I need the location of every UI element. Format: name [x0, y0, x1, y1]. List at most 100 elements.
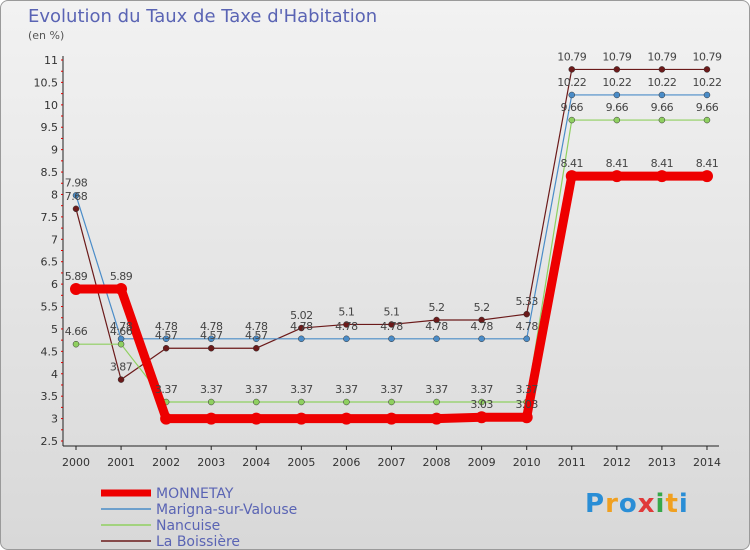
series-line-1 — [75, 94, 708, 340]
y-tick-label: 2.5 — [41, 435, 59, 448]
data-label: 4.78 — [425, 320, 448, 333]
y-tick-label: 4 — [51, 368, 58, 381]
data-point — [568, 116, 576, 124]
data-point — [253, 335, 260, 343]
data-label: 5.33 — [515, 295, 538, 308]
data-label: 10.22 — [647, 76, 676, 89]
data-label: 5.2 — [429, 301, 445, 314]
logo-letter: x — [637, 489, 656, 519]
data-point — [568, 91, 576, 99]
data-point — [298, 398, 305, 406]
data-label: 5.1 — [338, 305, 354, 318]
x-tick-label: 2011 — [558, 456, 586, 469]
data-label: 8.41 — [651, 157, 674, 170]
data-label: 10.22 — [557, 76, 586, 89]
legend-label: Nancuise — [156, 518, 220, 534]
data-point — [207, 335, 215, 343]
x-tick-label: 2008 — [423, 456, 451, 469]
data-label: 3.37 — [380, 383, 403, 396]
data-point — [475, 411, 488, 424]
data-label: 4.78 — [245, 320, 268, 333]
data-label: 4.57 — [200, 329, 223, 342]
data-label: 9.66 — [696, 101, 719, 114]
data-point — [655, 170, 668, 183]
chart-title: Evolution du Taux de Taxe d'Habitation — [28, 6, 378, 27]
data-label: 3.37 — [200, 383, 223, 396]
data-point — [520, 411, 533, 424]
data-point — [478, 398, 485, 406]
data-label: 9.66 — [606, 101, 629, 114]
data-point — [207, 344, 215, 352]
data-label: 3.03 — [515, 398, 538, 411]
data-label: 3.37 — [425, 383, 448, 396]
data-point — [478, 335, 485, 343]
data-point — [613, 91, 621, 99]
data-point — [205, 412, 218, 425]
data-point — [72, 340, 80, 348]
data-point — [343, 398, 350, 406]
data-label: 4.66 — [65, 325, 88, 338]
data-label: 4.78 — [200, 320, 223, 333]
data-point — [703, 91, 711, 99]
data-point — [162, 335, 170, 343]
data-point — [703, 66, 711, 73]
data-label: 5.02 — [290, 309, 313, 322]
data-label: 7.68 — [65, 190, 88, 203]
data-label: 9.66 — [651, 101, 674, 114]
data-label: 4.78 — [155, 320, 178, 333]
data-label: 3.37 — [335, 383, 358, 396]
data-point — [610, 170, 623, 183]
data-label: 7.98 — [65, 176, 88, 189]
x-tick-label: 2003 — [197, 456, 225, 469]
data-point — [388, 398, 395, 406]
data-point — [253, 398, 260, 406]
data-point — [613, 66, 621, 73]
data-point — [523, 310, 530, 318]
x-tick-label: 2013 — [648, 456, 676, 469]
data-label: 3.37 — [245, 383, 268, 396]
data-label: 4.78 — [380, 320, 403, 333]
logo-letter: i — [678, 489, 689, 519]
data-point — [700, 170, 713, 183]
data-point — [658, 116, 666, 124]
data-point — [253, 344, 260, 352]
data-point — [117, 340, 125, 348]
data-point — [658, 91, 666, 99]
data-point — [430, 412, 443, 425]
data-point — [160, 412, 173, 425]
legend-label: La Boissière — [156, 534, 240, 550]
data-point — [385, 412, 398, 425]
data-point — [433, 398, 440, 406]
data-point — [478, 316, 485, 324]
data-point — [523, 335, 530, 343]
data-point — [298, 324, 305, 332]
x-tick-label: 2006 — [332, 456, 360, 469]
data-label: 4.78 — [335, 320, 358, 333]
logo-letter: o — [618, 489, 638, 519]
data-label: 8.41 — [696, 157, 719, 170]
data-label: 10.79 — [692, 50, 721, 63]
data-point — [703, 116, 711, 124]
data-label: 8.41 — [561, 157, 584, 170]
data-label: 10.79 — [647, 50, 676, 63]
data-label: 3.87 — [110, 361, 133, 374]
y-tick-label: 7.5 — [41, 211, 59, 224]
data-point — [568, 66, 576, 73]
y-tick-label: 3 — [51, 413, 58, 426]
x-tick-label: 2000 — [62, 456, 90, 469]
data-label: 3.37 — [155, 383, 178, 396]
y-tick-label: 5.5 — [41, 301, 59, 314]
y-tick-label: 9 — [51, 144, 58, 157]
x-tick-label: 2009 — [468, 456, 496, 469]
data-label: 3.37 — [290, 383, 313, 396]
y-tick-label: 6.5 — [41, 256, 59, 269]
y-tick-label: 9.5 — [41, 121, 59, 134]
data-label: 4.78 — [515, 320, 538, 333]
x-tick-label: 2014 — [693, 456, 721, 469]
data-label: 5.89 — [110, 270, 133, 283]
data-label: 4.78 — [110, 320, 133, 333]
data-label: 10.22 — [602, 76, 631, 89]
x-tick-label: 2007 — [377, 456, 405, 469]
chart-subtitle: (en %) — [28, 29, 65, 42]
